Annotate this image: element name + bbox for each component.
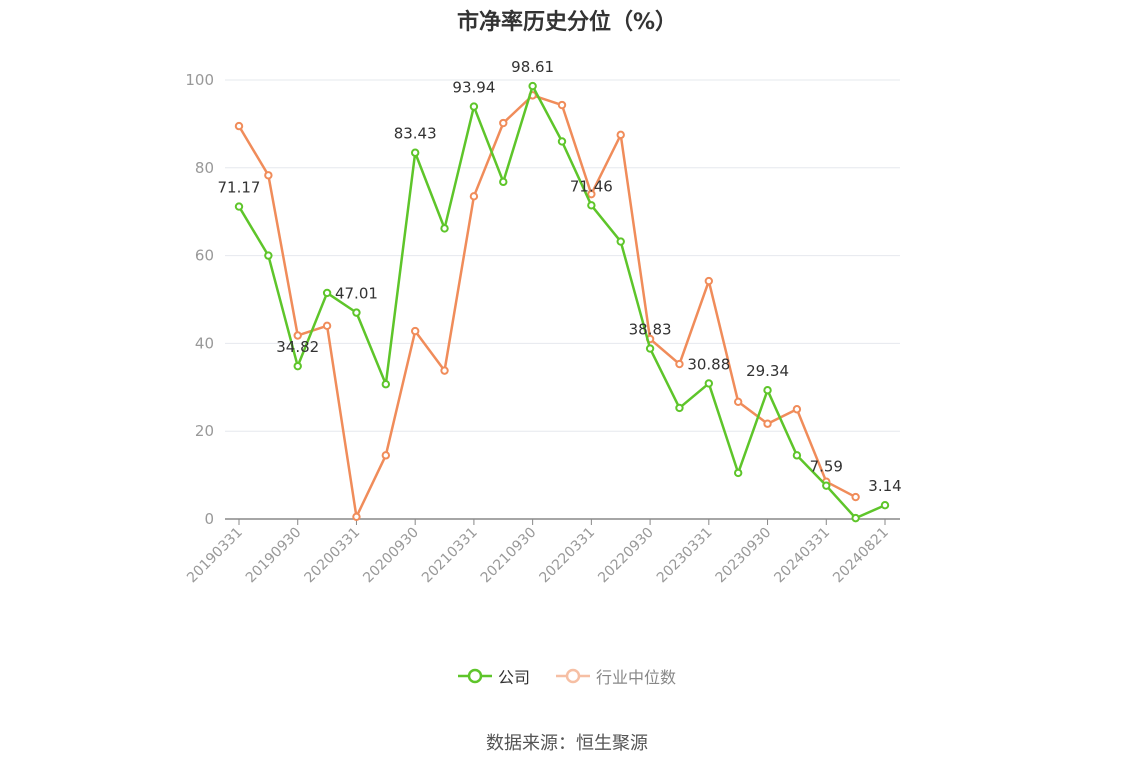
x-tick-label: 20220331: [536, 525, 598, 587]
company-data-point: [322, 288, 332, 298]
company-data-point: [410, 148, 420, 157]
company-data-point: [763, 385, 772, 395]
industry-data-point: [587, 189, 596, 199]
company-data-point: [851, 513, 860, 523]
source-note: 数据来源：恒生聚源: [486, 733, 648, 754]
x-tick-label: 20220930: [595, 525, 657, 587]
company-data-point: [733, 468, 743, 478]
data-label: 83.43: [394, 125, 437, 143]
company-data-point: [822, 481, 831, 490]
x-tick-label: 20240331: [771, 525, 833, 587]
industry-data-point: [499, 118, 508, 128]
x-tick-label: 20240821: [830, 525, 892, 587]
legend-company-label: 公司: [497, 668, 530, 687]
industry-series-line: [237, 94, 857, 519]
series-layer: [234, 81, 890, 523]
data-label: 71.46: [570, 177, 613, 195]
company-data-point: [528, 81, 537, 91]
x-tick-label: 20230331: [654, 525, 716, 587]
y-tick-label: 0: [204, 510, 214, 528]
data-label: 38.83: [629, 321, 672, 339]
label-layer: 71.17 34.82 47.01 83.43 93.94 98.61 71.46 38.83…: [218, 58, 902, 495]
industry-data-point: [322, 321, 332, 331]
x-tick-label: 20200930: [360, 525, 422, 587]
industry-data-point: [469, 192, 479, 201]
company-data-point: [616, 237, 625, 246]
x-tick-label: 20210331: [419, 525, 481, 587]
industry-data-point: [704, 276, 714, 286]
company-data-point: [557, 137, 567, 146]
legend-company-marker-icon: [457, 668, 492, 684]
y-tick-label: 100: [185, 71, 214, 89]
legend: 公司 行业中位数: [0, 664, 1134, 688]
data-label: 71.17: [218, 179, 261, 197]
legend-industry-marker-icon: [556, 668, 590, 684]
company-data-point: [499, 177, 508, 187]
company-data-point: [645, 344, 655, 353]
y-tick-label: 20: [195, 422, 214, 440]
industry-data-point: [733, 397, 743, 406]
industry-data-point: [410, 326, 420, 336]
x-tick-label: 20190930: [243, 525, 305, 587]
industry-data-point: [234, 121, 244, 131]
data-label: 3.14: [868, 477, 901, 495]
y-tick-label: 60: [195, 247, 214, 265]
company-data-point: [675, 403, 684, 413]
company-data-point: [352, 308, 361, 317]
company-data-point: [234, 202, 244, 211]
company-data-point: [792, 451, 802, 460]
company-data-point: [440, 224, 449, 233]
industry-data-point: [381, 451, 391, 460]
legend-industry-label: 行业中位数: [596, 668, 677, 687]
legend-item-industry[interactable]: 行业中位数: [556, 664, 676, 688]
industry-data-point: [616, 130, 625, 140]
company-data-point: [469, 102, 479, 111]
x-tick-label: 20230930: [713, 525, 775, 587]
industry-data-point: [557, 100, 567, 110]
x-tick-label: 20200331: [302, 525, 364, 587]
industry-data-point: [763, 419, 772, 428]
y-tick-label: 80: [195, 159, 214, 177]
company-data-point: [880, 501, 890, 510]
grid-layer: [225, 79, 900, 432]
company-data-point: [587, 201, 596, 210]
industry-data-point: [851, 492, 860, 502]
industry-data-point: [293, 331, 302, 340]
data-label: 7.59: [810, 458, 843, 476]
company-data-point: [381, 380, 391, 389]
x-tick-label: 20190331: [184, 525, 246, 587]
data-label: 93.94: [452, 79, 495, 97]
industry-data-point: [792, 405, 802, 414]
data-label: 47.01: [335, 285, 378, 303]
chart-title: 市净率历史分位（%）: [456, 10, 678, 35]
data-label: 34.82: [276, 338, 319, 356]
data-label: 29.34: [746, 362, 789, 380]
company-data-point: [293, 361, 302, 371]
industry-data-point: [675, 359, 684, 369]
industry-data-point: [440, 366, 449, 375]
company-data-point: [264, 251, 273, 260]
company-data-point: [704, 379, 714, 388]
legend-item-company[interactable]: 公司: [457, 664, 530, 688]
axis-layer: 0 20 40 60 80 100 2019033120190930202003312020…: [184, 71, 900, 586]
data-label: 30.88: [687, 355, 730, 373]
line-chart: 0 20 40 60 80 100 2019033120190930202003312020…: [184, 58, 902, 586]
industry-data-point: [264, 171, 273, 180]
x-tick-label: 20210930: [478, 525, 540, 587]
data-label: 98.61: [511, 58, 554, 76]
industry-data-point: [352, 512, 361, 522]
y-tick-label: 40: [195, 334, 214, 352]
